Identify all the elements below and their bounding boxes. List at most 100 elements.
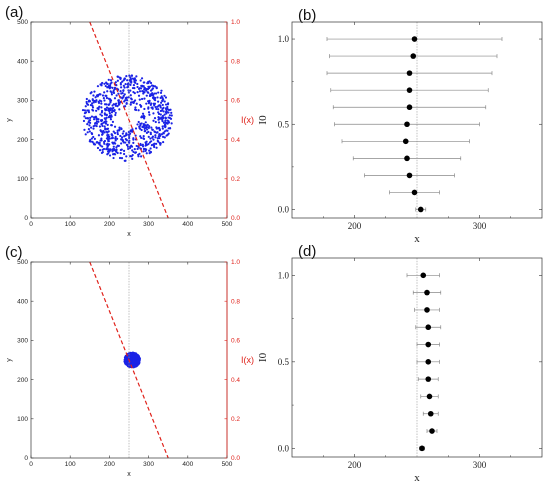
scatter-point [157,111,160,114]
scatter-point [167,120,170,123]
scatter-point [90,126,93,129]
scatter-point [125,133,128,137]
plot-frame [291,257,543,458]
scatter-point [106,90,109,93]
scatter-point [145,148,148,151]
scatter-point [85,97,88,101]
scatter-point [167,111,170,114]
y2-tick-label: 0.2 [231,176,240,183]
scatter-point [149,81,153,85]
x-tick-label: 300 [473,221,487,231]
scatter-point [101,124,104,127]
scatter-point [130,357,133,360]
scatter-point [91,99,95,102]
scatter-point [99,113,102,116]
scatter-point [106,135,109,138]
scatter-point [155,87,158,90]
scatter-point [106,144,110,147]
scatter-point [141,125,144,129]
scatter-point [161,114,165,118]
scatter-point [120,142,123,145]
data-point [404,121,410,128]
scatter-point [162,110,165,113]
scatter-point [109,148,112,151]
scatter-point [134,354,138,357]
y2-tick-label: 0.4 [231,377,240,384]
scatter-point [104,84,107,88]
panel-label: (c) [5,244,23,261]
scatter-point [100,109,104,113]
scatter-point [109,79,113,82]
scatter-point [144,144,147,147]
data-point [420,272,427,279]
y2-tick-label: 0.0 [231,455,240,462]
data-point [425,359,432,365]
data-point [419,445,425,452]
scatter-point [108,103,111,106]
scatter-point [126,79,129,82]
scatter-point [143,115,146,118]
y-axis-label: y [6,118,13,122]
scatter-point [163,94,166,97]
scatter-point [160,101,163,104]
scatter-point [127,96,130,99]
scatter-point [146,91,149,94]
scatter-point [106,106,109,109]
scatter-point [97,101,101,104]
scatter-point [161,118,164,121]
scatter-point [103,125,106,128]
scatter-point [132,141,135,144]
scatter-point [159,91,163,94]
scatter-point [124,361,127,364]
scatter-point [148,141,151,144]
scatter-point [88,124,91,127]
scatter-point [116,104,119,108]
scatter-point [149,137,152,140]
scatter-point [164,119,167,122]
scatter-point [167,116,170,119]
scatter-point [152,112,155,115]
scatter-point [166,105,169,109]
scatter-point [159,113,162,116]
scatter-point [120,157,124,160]
scatter-point [129,89,132,92]
scatter-point [138,98,141,101]
y2-tick-label: 0.2 [231,416,240,423]
scatter-point [159,106,162,109]
scatter-point [110,111,114,114]
scatter-point [123,86,126,89]
scatter-point [103,91,106,94]
scatter-point [84,105,87,108]
scatter-point [131,77,134,80]
scatter-point [84,133,87,136]
data-point [425,341,432,348]
scatter-point [114,111,117,114]
scatter-point [143,91,146,94]
scatter-point [157,115,160,119]
scatter-point [133,92,136,95]
panel-label: (b) [298,7,316,24]
scatter-point [159,96,162,99]
scatter-point [148,113,151,116]
data-point [406,172,413,179]
scatter-point [136,85,139,89]
scatter-point [103,142,106,145]
scatter-point [104,118,107,121]
scatter-point [126,145,130,148]
scatter-point [109,118,113,121]
y-tick-label: 0.5 [278,357,290,367]
scatter-point [84,117,87,120]
scatter-point [120,86,123,89]
scatter-point [132,84,136,87]
scatter-point [123,77,126,80]
scatter-point [157,126,161,129]
scatter-point [107,130,110,133]
scatter-point [146,128,149,131]
scatter-point [112,156,115,160]
scatter-point [138,87,141,90]
scatter-point [154,106,157,109]
scatter-point [126,361,130,365]
scatter-point [136,91,139,94]
scatter-point [124,141,127,144]
scatter-point [119,77,122,81]
